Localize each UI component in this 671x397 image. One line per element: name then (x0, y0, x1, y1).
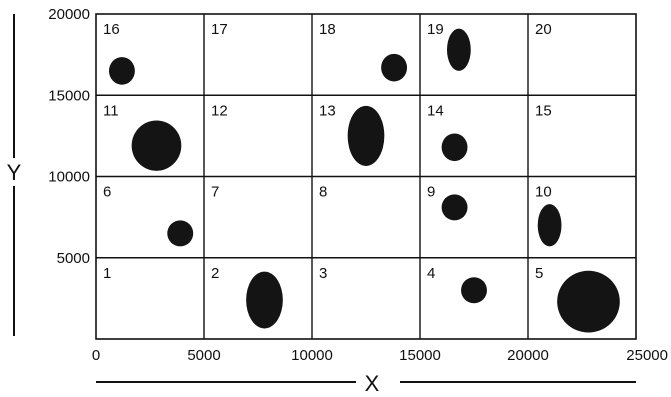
spot-cell-11 (131, 120, 182, 171)
spot-cell-18 (381, 53, 408, 82)
y-axis-title-mask (3, 158, 25, 186)
spots-layer (108, 28, 620, 333)
x-axis-title: X (365, 371, 380, 396)
cell-number-19: 19 (427, 21, 444, 38)
cell-number-14: 14 (427, 102, 444, 119)
spot-cell-14 (441, 133, 468, 162)
cell-number-4: 4 (427, 265, 435, 282)
spot-cell-9 (441, 194, 468, 221)
cell-number-18: 18 (319, 21, 336, 38)
y-tick-label: 10000 (48, 169, 90, 186)
cell-number-11: 11 (103, 102, 119, 119)
cell-number-13: 13 (319, 102, 336, 119)
cell-number-1: 1 (103, 265, 111, 282)
y-axis-tick-labels: 5000 10000 15000 20000 (48, 6, 90, 267)
spot-cell-5 (557, 270, 620, 333)
cell-number-15: 15 (535, 102, 552, 119)
cell-number-10: 10 (535, 184, 552, 201)
y-tick-label: 5000 (57, 250, 90, 267)
x-axis-tick-labels: 0 5000 10000 15000 20000 25000 (92, 347, 668, 364)
cell-number-20: 20 (535, 21, 552, 38)
x-tick-label: 10000 (291, 347, 333, 364)
y-axis-title: Y (7, 160, 22, 185)
x-tick-label: 20000 (507, 347, 549, 364)
cell-number-5: 5 (535, 265, 543, 282)
spot-cell-10 (537, 204, 562, 247)
spot-cell-6 (167, 220, 194, 247)
y-tick-label: 20000 (48, 6, 90, 23)
cell-number-12: 12 (211, 102, 228, 119)
grid-lines (96, 14, 636, 339)
spot-cell-4 (461, 277, 487, 304)
spot-cell-16 (108, 57, 135, 85)
spot-cell-2 (246, 271, 283, 329)
cell-number-3: 3 (319, 265, 327, 282)
x-tick-label: 5000 (187, 347, 220, 364)
x-tick-label: 15000 (399, 347, 441, 364)
cell-number-8: 8 (319, 184, 327, 201)
cell-number-7: 7 (211, 184, 219, 201)
x-tick-label: 0 (92, 347, 100, 364)
spot-cell-13 (347, 105, 385, 166)
x-tick-label: 25000 (626, 347, 668, 364)
y-tick-label: 15000 (48, 87, 90, 104)
cell-number-16: 16 (103, 21, 120, 38)
cell-number-9: 9 (427, 184, 435, 201)
cell-number-17: 17 (211, 21, 228, 38)
cell-number-2: 2 (211, 265, 219, 282)
spot-cell-19 (447, 28, 471, 71)
cell-number-6: 6 (103, 184, 111, 201)
